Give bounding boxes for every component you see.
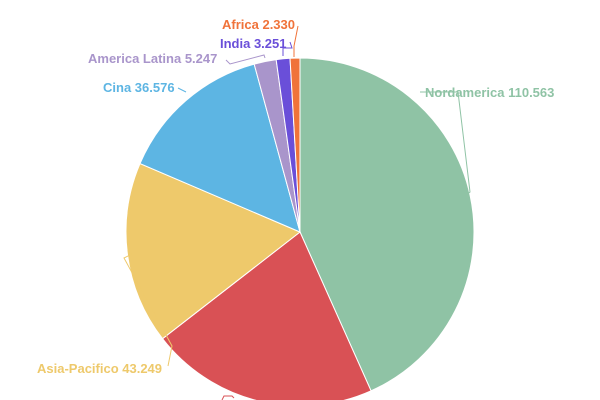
pie-slice-europa (161, 231, 372, 400)
pie-slice-cina (139, 63, 301, 233)
label-cina: Cina 36.576 (103, 80, 175, 95)
leader-africa (293, 25, 299, 57)
label-america-latina: America Latina 5.247 (88, 51, 218, 66)
pie-slice-asia-pacifico (125, 162, 301, 340)
leader-america-latina (225, 54, 266, 65)
label-asia-pacifico: Asia-Pacifico 43.249 (37, 361, 163, 376)
leader-india (282, 41, 293, 56)
leader-nordamerica (420, 91, 471, 199)
label-nordamerica: Nordamerica 110.563 (425, 85, 555, 100)
leader-europa (221, 395, 235, 400)
label-africa: Africa 2.330 (222, 17, 295, 32)
leader-cina (177, 87, 187, 93)
leader-asia-pacifico (123, 253, 173, 367)
pie-slice-nordamerica (299, 57, 475, 392)
pie-slice-africa (289, 57, 301, 233)
label-india: India 3.251 (220, 36, 287, 51)
